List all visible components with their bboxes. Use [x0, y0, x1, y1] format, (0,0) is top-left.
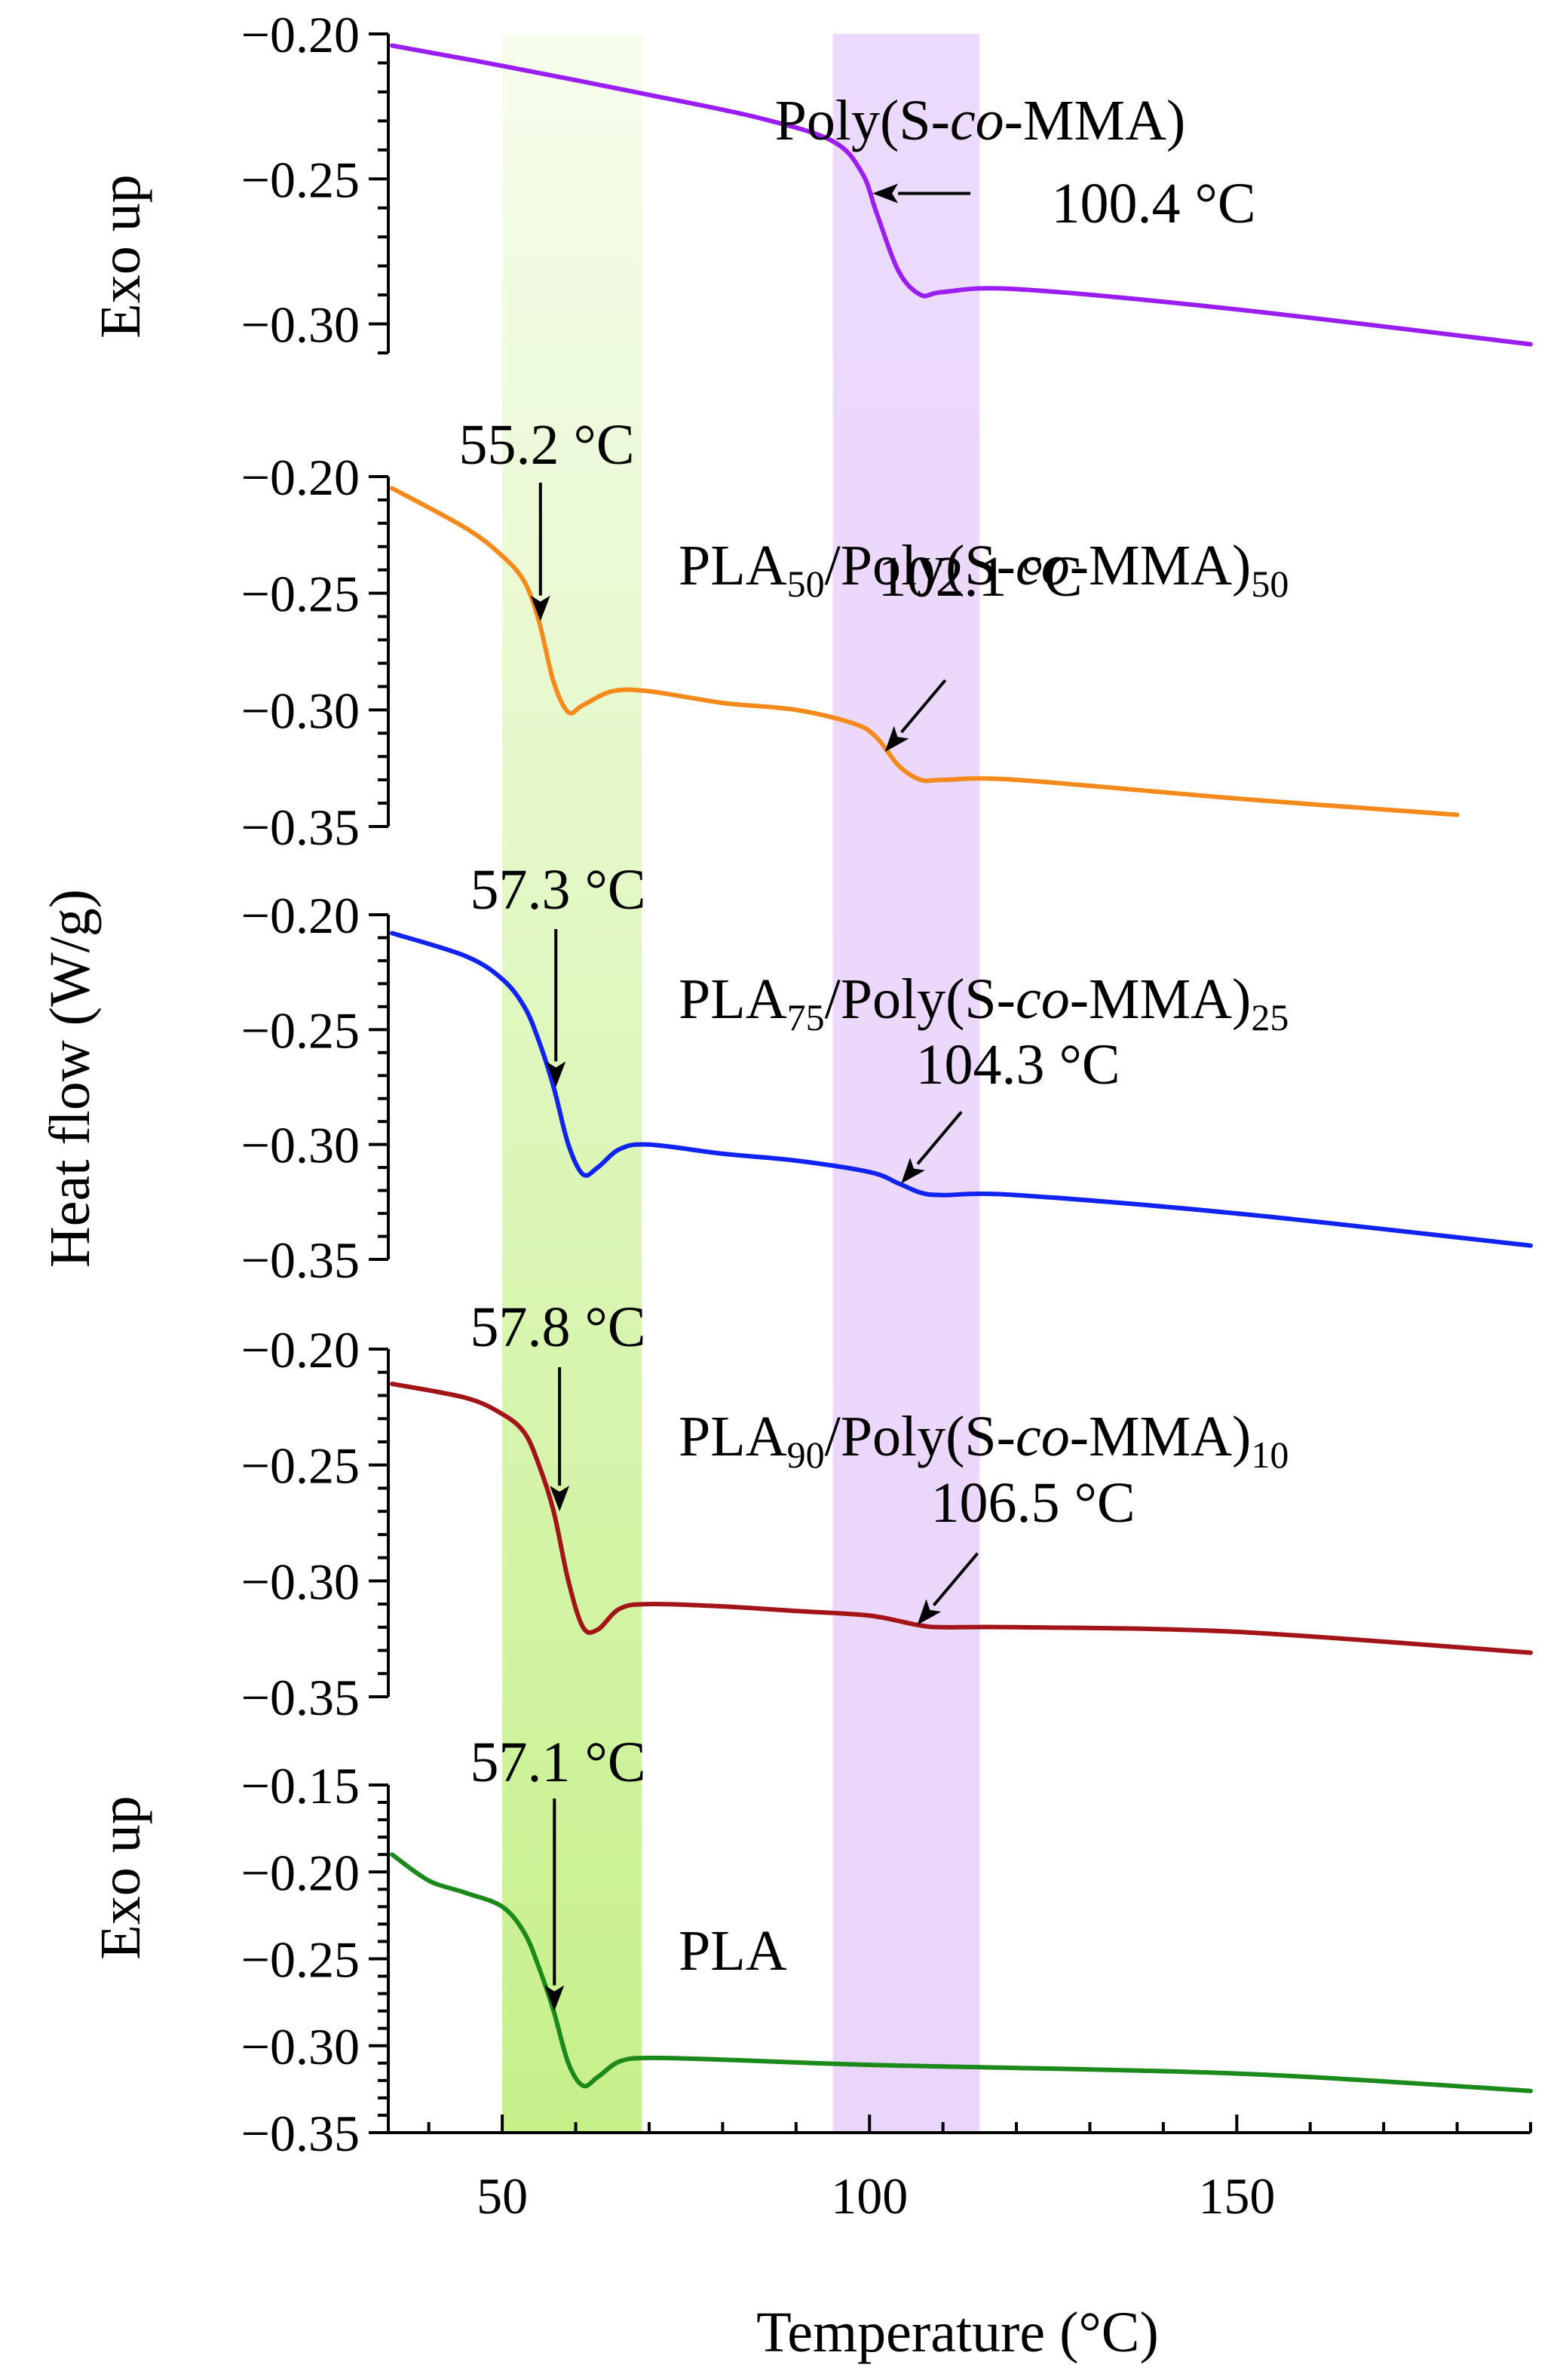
pla75-y-tick-label: −0.20: [241, 887, 360, 944]
italic-text: co: [1016, 534, 1070, 597]
pla90-curve: [390, 1382, 1533, 1655]
pla75-transition-arrow: [916, 1111, 963, 1165]
italic-text: co: [1016, 1405, 1070, 1468]
pla-series-label: PLA: [679, 1919, 787, 1983]
pla90-y-tick-label: −0.35: [241, 1669, 360, 1726]
exo-up-label-bottom: Exo up: [89, 1796, 152, 1959]
pla75-y-tick-label: −0.35: [241, 1231, 360, 1289]
pla90-transition-arrow: [932, 1552, 979, 1607]
label-text: -MMA): [1070, 1405, 1252, 1468]
pla90-transition-value: 57.8 °C: [470, 1296, 645, 1359]
poly-s-co-mma-transition-value: 100.4 °C: [1051, 172, 1255, 235]
label-text: -MMA): [1070, 968, 1252, 1031]
pla50-transition-arrow: [900, 679, 947, 734]
pla50-transition-value: 102.1 °C: [878, 545, 1082, 609]
poly-s-co-mma-y-tick-label: −0.30: [241, 296, 360, 354]
pla75-transition-value: 104.3 °C: [915, 1033, 1120, 1096]
pla50-curve: [390, 486, 1460, 817]
x-tick-label: 100: [831, 2167, 908, 2225]
x-tick-label: 50: [477, 2167, 528, 2225]
label-text: PLA: [679, 1405, 787, 1468]
pla-tg-band: [502, 34, 642, 2133]
label-text: /Poly(S-: [825, 968, 1016, 1031]
italic-text: co: [1016, 968, 1070, 1031]
label-text: Poly(S-: [775, 89, 950, 152]
curves-layer: [390, 43, 1533, 2093]
label-text: -MMA): [1070, 534, 1252, 597]
label-text: PLA: [679, 534, 787, 597]
pla50-y-tick-label: −0.25: [241, 566, 360, 623]
poly-s-co-mma-series-label: Poly(S-co-MMA): [775, 89, 1186, 152]
poly-s-co-mma-y-tick-label: −0.25: [241, 151, 360, 208]
pla75-series-label: PLA75​/Poly(S-co-MMA)25​: [679, 968, 1289, 1038]
poly-s-co-mma-curve: [390, 43, 1533, 347]
pla50-series-label: PLA50​/Poly(S-co-MMA)50​: [679, 534, 1289, 605]
tg-band-layer: [502, 34, 980, 2133]
subscript-text: 50: [1251, 563, 1289, 605]
label-text: PLA: [679, 968, 787, 1031]
poly-s-co-mma-transition-arrowhead: [872, 183, 899, 204]
pla-y-tick-label: −0.15: [241, 1757, 360, 1814]
pla90-transition-arrowhead: [917, 1599, 942, 1625]
pla90-series-label: PLA90​/Poly(S-co-MMA)10​: [679, 1405, 1289, 1476]
label-text: -MMA): [1004, 89, 1186, 152]
subscript-text: 25: [1251, 996, 1289, 1038]
subscript-text: 50: [787, 563, 825, 605]
pla-y-tick-label: −0.35: [241, 2105, 360, 2162]
subscript-text: 10: [1251, 1434, 1289, 1476]
copolymer-tg-band: [832, 34, 980, 2133]
pla50-y-tick-label: −0.30: [241, 682, 360, 739]
label-text: PLA: [679, 1919, 787, 1983]
pla-y-tick-label: −0.20: [241, 1844, 360, 1901]
pla75-transition-value: 57.3 °C: [470, 858, 645, 922]
label-text: /Poly(S-: [825, 534, 1016, 597]
pla75-curve: [390, 931, 1533, 1248]
pla-transition-value: 57.1 °C: [470, 1731, 645, 1794]
subscript-text: 75: [787, 996, 825, 1038]
exo-up-label-top: Exo up: [89, 174, 152, 338]
italic-text: co: [950, 89, 1004, 152]
pla50-y-tick-label: −0.20: [241, 449, 360, 506]
pla-y-tick-label: −0.30: [241, 2018, 360, 2075]
pla75-transition-arrowhead: [901, 1158, 925, 1184]
pla75-y-tick-label: −0.30: [241, 1117, 360, 1174]
pla90-transition-arrowhead: [550, 1486, 570, 1512]
pla90-y-tick-label: −0.30: [241, 1553, 360, 1610]
pla90-transition-value: 106.5 °C: [930, 1471, 1135, 1535]
x-tick-label: 150: [1198, 2167, 1275, 2225]
pla75-y-tick-label: −0.25: [241, 1001, 360, 1059]
subscript-text: 90: [787, 1434, 825, 1476]
axes-layer: 50 100 150 −0.20 −0.25 −0.30 −0.20 −0.25 −0.30 −0…: [241, 6, 1532, 2225]
pla50-transition-arrowhead: [884, 725, 909, 753]
pla90-y-tick-label: −0.25: [241, 1437, 360, 1495]
pla90-y-tick-label: −0.20: [241, 1321, 360, 1379]
poly-s-co-mma-y-tick-label: −0.20: [241, 6, 360, 63]
pla50-y-tick-label: −0.35: [241, 799, 360, 856]
annotation-layer: Poly(S-co-MMA)100.4 °CPLA50​/Poly(S-co-M…: [458, 89, 1289, 2011]
pla50-transition-value: 55.2 °C: [458, 413, 634, 477]
x-axis-title: Temperature (°C): [756, 2301, 1159, 2364]
pla75-transition-arrowhead: [546, 1061, 566, 1087]
pla50-transition-arrowhead: [530, 595, 550, 621]
y-axis-title: Heat flow (W/g): [38, 889, 102, 1268]
pla-transition-arrowhead: [544, 1985, 565, 2011]
pla-curve: [390, 1852, 1533, 2093]
pla-y-tick-label: −0.25: [241, 1931, 360, 1989]
label-text: /Poly(S-: [825, 1405, 1016, 1468]
